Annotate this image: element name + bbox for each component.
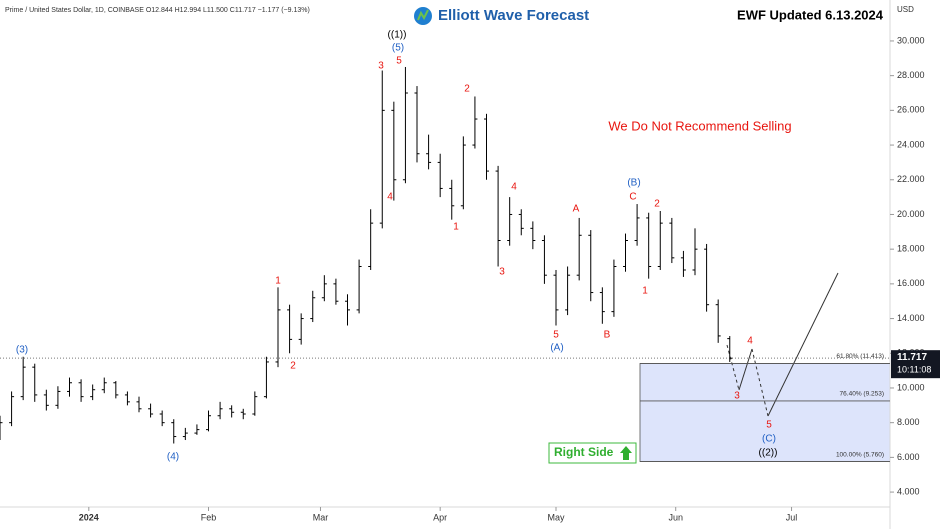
wave-label: 1	[275, 276, 281, 287]
y-tick-label: 10.000	[897, 382, 925, 392]
fib-label: 100.00% (5.760)	[836, 451, 884, 458]
wave-label: (A)	[550, 343, 563, 354]
wave-label: 4	[511, 182, 517, 193]
wave-label: C	[629, 192, 636, 203]
projection	[767, 272, 839, 417]
fib-zone	[639, 363, 891, 462]
updated: EWF Updated 6.13.2024	[737, 7, 884, 22]
header: Prime / United States Dollar, 1D, COINBA…	[5, 7, 310, 14]
y-tick-label: 18.000	[897, 244, 925, 254]
last-price-label: 11.717	[897, 352, 927, 363]
y-tick-label: 6.000	[897, 452, 920, 462]
wave-label: (3)	[16, 345, 28, 356]
y-tick-label: 30.000	[897, 35, 925, 45]
wave-label: (B)	[627, 178, 640, 189]
wave-label: 1	[642, 286, 648, 297]
projection	[738, 348, 753, 391]
y-tick-label: 16.000	[897, 278, 925, 288]
x-tick-label: Jun	[668, 512, 683, 522]
x-tick-label: Apr	[433, 512, 447, 522]
right-side-box	[548, 442, 637, 464]
y-tick-label: 28.000	[897, 70, 925, 80]
notice: We Do Not Recommend Selling	[608, 118, 791, 133]
price-tag	[891, 350, 940, 379]
wave-label: 3	[734, 391, 740, 402]
wave-label: A	[573, 204, 580, 215]
wave-label: ((1))	[388, 30, 407, 41]
x-tick-label: May	[548, 512, 566, 522]
wave-label: 2	[654, 199, 660, 210]
wave-label: (4)	[167, 452, 179, 463]
arrow-up	[620, 446, 632, 460]
wave-label: 3	[499, 267, 505, 278]
wave-label: 2	[464, 84, 470, 95]
fib-label: 76.40% (9.253)	[840, 391, 884, 398]
x-tick-label: Mar	[313, 512, 329, 522]
y-tick-label: 26.000	[897, 105, 925, 115]
y-tick-label: 4.000	[897, 486, 920, 496]
currency: USD	[897, 5, 914, 14]
y-tick-label: 8.000	[897, 417, 920, 427]
wave-label: ((2))	[759, 448, 778, 459]
x-tick-label: Feb	[201, 512, 217, 522]
wave-label: 5	[766, 420, 772, 431]
right-side: Right Side	[554, 445, 614, 459]
y-tick-label: 20.000	[897, 209, 925, 219]
countdown: 10:11:08	[897, 365, 931, 375]
x-tick-label: 2024	[79, 512, 99, 522]
wave-label: (C)	[762, 434, 776, 445]
wave-label: 5	[396, 56, 402, 67]
y-tick-label: 22.000	[897, 174, 925, 184]
wave-label: 3	[378, 61, 384, 72]
wave-label: 4	[747, 336, 753, 347]
logo-text: Elliott Wave Forecast	[438, 7, 589, 24]
wave-label: (5)	[392, 43, 404, 54]
fib-label: 61.80% (11.413)	[836, 353, 884, 360]
wave-label: 5	[553, 330, 559, 341]
y-tick-label: 14.000	[897, 313, 925, 323]
logo-icon	[417, 9, 429, 21]
x-tick-label: Jul	[786, 512, 798, 522]
y-tick-label: 24.000	[897, 139, 925, 149]
wave-label: B	[604, 330, 611, 341]
wave-label: 1	[453, 222, 459, 233]
projection	[726, 344, 740, 391]
wave-label: 2	[290, 361, 296, 372]
wave-label: 4	[387, 192, 393, 203]
